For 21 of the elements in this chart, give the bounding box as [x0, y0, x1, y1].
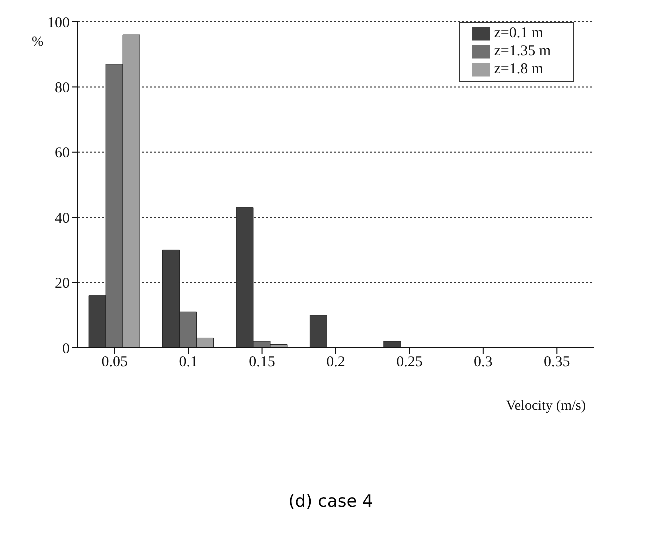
legend-label: z=0.1 m — [494, 25, 544, 42]
bar — [310, 315, 328, 348]
x-tick-label: 0.1 — [179, 354, 198, 371]
x-tick-label: 0.15 — [249, 354, 276, 371]
x-axis-title: Velocity (m/s) — [506, 399, 586, 414]
x-tick-label: 0.2 — [326, 354, 346, 371]
y-tick-label: 0 — [62, 341, 70, 358]
legend-label: z=1.35 m — [494, 43, 551, 60]
x-tick-label: 0.3 — [474, 354, 493, 371]
y-tick-label: 20 — [55, 276, 70, 292]
y-tick-label: 100 — [48, 15, 70, 32]
legend-label: z=1.8 m — [494, 61, 544, 78]
y-tick-label: 60 — [55, 146, 70, 162]
x-tick-label: 0.35 — [544, 354, 570, 371]
x-tick-label: 0.25 — [396, 354, 423, 371]
y-axis-title: % — [32, 34, 44, 50]
x-tick-label: 0.05 — [102, 354, 128, 371]
text: (d) case 4 — [288, 492, 374, 512]
y-tick-label: 40 — [55, 210, 70, 227]
bar — [384, 341, 402, 348]
y-tick-label: 80 — [55, 80, 70, 97]
